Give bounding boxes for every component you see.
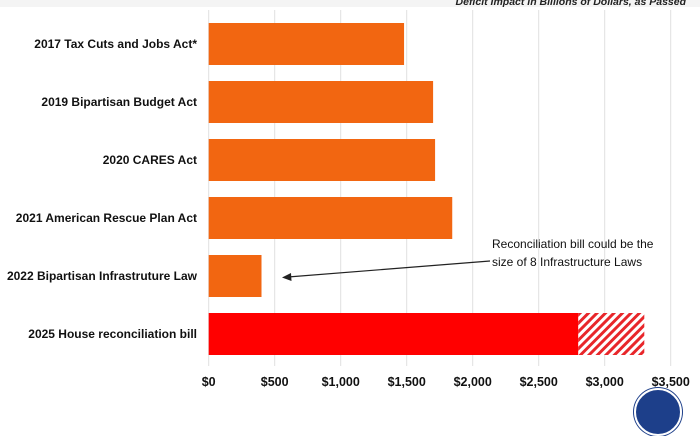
x-tick-label: $1,500	[388, 375, 426, 389]
category-label: 2021 American Rescue Plan Act	[16, 211, 197, 225]
arrowhead-icon	[282, 273, 292, 281]
x-tick-label: $2,000	[454, 375, 492, 389]
bar	[208, 81, 434, 123]
annotation-arrow	[287, 260, 491, 278]
x-tick-label: $2,500	[520, 375, 558, 389]
category-label: 2019 Bipartisan Budget Act	[41, 95, 197, 109]
header-strip	[0, 0, 700, 7]
bar	[208, 23, 405, 65]
bar	[208, 255, 262, 297]
organization-logo	[634, 388, 682, 436]
x-tick-label: $1,000	[322, 375, 360, 389]
annotation-line-1: Reconciliation bill could be the	[492, 237, 654, 251]
x-tick-label: $3,000	[586, 375, 624, 389]
category-label: 2020 CARES Act	[103, 153, 197, 167]
bar	[208, 139, 436, 181]
bar	[208, 313, 579, 355]
category-label: 2017 Tax Cuts and Jobs Act*	[34, 37, 197, 51]
bar-chart: 2017 Tax Cuts and Jobs Act* 2019 Bipartis…	[7, 10, 690, 389]
category-label: 2022 Bipartisan Infrastruture Law	[7, 269, 198, 283]
x-tick-label: $500	[261, 375, 289, 389]
x-tick-label: $3,500	[652, 375, 690, 389]
chart-subtitle: Deficit Impact in Billions of Dollars, a…	[455, 0, 686, 8]
bar-hatched-extension	[578, 313, 645, 355]
category-label: 2025 House reconciliation bill	[28, 327, 197, 341]
x-tick-label: $0	[202, 375, 216, 389]
bar	[208, 197, 453, 239]
annotation-line-2: size of 8 Infrastructure Laws	[492, 255, 642, 269]
